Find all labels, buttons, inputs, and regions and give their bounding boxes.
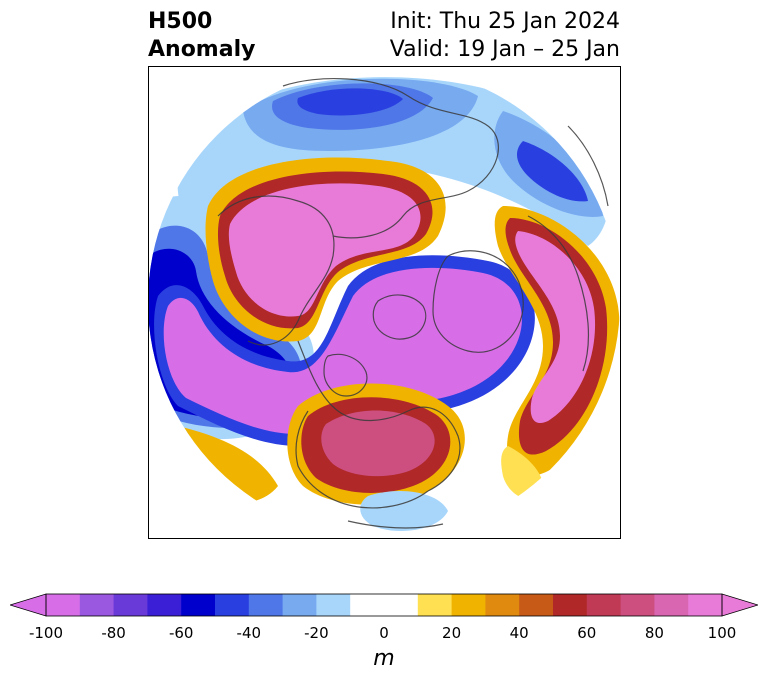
- south-low: [360, 491, 448, 531]
- colorbar-bin: [282, 594, 317, 616]
- colorbar-bins: [46, 594, 723, 616]
- title-right: Init: Thu 25 Jan 2024 Valid: 19 Jan – 25…: [390, 8, 620, 64]
- colorbar: [10, 593, 758, 617]
- colorbar-tick-label: 40: [509, 624, 529, 642]
- colorbar-bin: [654, 594, 689, 616]
- colorbar-bin: [620, 594, 655, 616]
- na-high-core: [321, 410, 435, 477]
- colorbar-bin: [181, 594, 216, 616]
- colorbar-bin: [485, 594, 520, 616]
- colorbar-bin: [350, 594, 385, 616]
- colorbar-under-arrow: [10, 593, 47, 617]
- colorbar-over-arrow: [721, 593, 758, 617]
- north-low-deep: [297, 88, 403, 116]
- init-date: Init: Thu 25 Jan 2024: [390, 9, 620, 34]
- anomaly-field: [148, 77, 620, 531]
- colorbar-bin: [586, 594, 622, 616]
- colorbar-tick-label: 0: [379, 624, 389, 642]
- colorbar-tick-label: 100: [707, 624, 737, 642]
- title-type: Anomaly: [148, 37, 256, 62]
- valid-range: Valid: 19 Jan – 25 Jan: [389, 37, 620, 62]
- ne-low-core: [516, 141, 588, 202]
- colorbar-tick-label: -80: [101, 624, 126, 642]
- east-high-core: [515, 231, 596, 424]
- eurasia-high-core: [228, 183, 421, 317]
- colorbar-bin: [113, 594, 148, 616]
- colorbar-bin: [46, 594, 81, 616]
- colorbar-tick-label: 60: [577, 624, 597, 642]
- colorbar-frame: [45, 593, 723, 617]
- colorbar-bin: [519, 594, 554, 616]
- colorbar-bin: [688, 594, 723, 616]
- colorbar-bin: [451, 594, 486, 616]
- colorbar-bin: [316, 594, 351, 616]
- anomaly-map: [148, 66, 621, 539]
- colorbar-bin: [553, 594, 588, 616]
- title-field: H500: [148, 9, 213, 34]
- colorbar-tick-label: -40: [236, 624, 262, 642]
- central-low-core: [163, 267, 522, 434]
- colorbar-tick-label: -60: [168, 624, 194, 642]
- colorbar-bin: [417, 594, 453, 616]
- colorbar-bin: [248, 594, 284, 616]
- map-frame: [148, 66, 621, 539]
- colorbar-bin: [79, 594, 115, 616]
- colorbar-bin: [215, 594, 250, 616]
- colorbar-bin: [384, 594, 419, 616]
- coastlines: [217, 77, 609, 529]
- colorbar-tick-label: -20: [304, 624, 329, 642]
- colorbar-bin: [147, 594, 182, 616]
- colorbar-tick-label: 20: [442, 624, 462, 642]
- colorbar-tick-label: 80: [644, 624, 664, 642]
- title-left: H500 Anomaly: [148, 8, 255, 64]
- colorbar-tick-label: -100: [28, 624, 64, 642]
- colorbar-unit: m: [373, 646, 395, 671]
